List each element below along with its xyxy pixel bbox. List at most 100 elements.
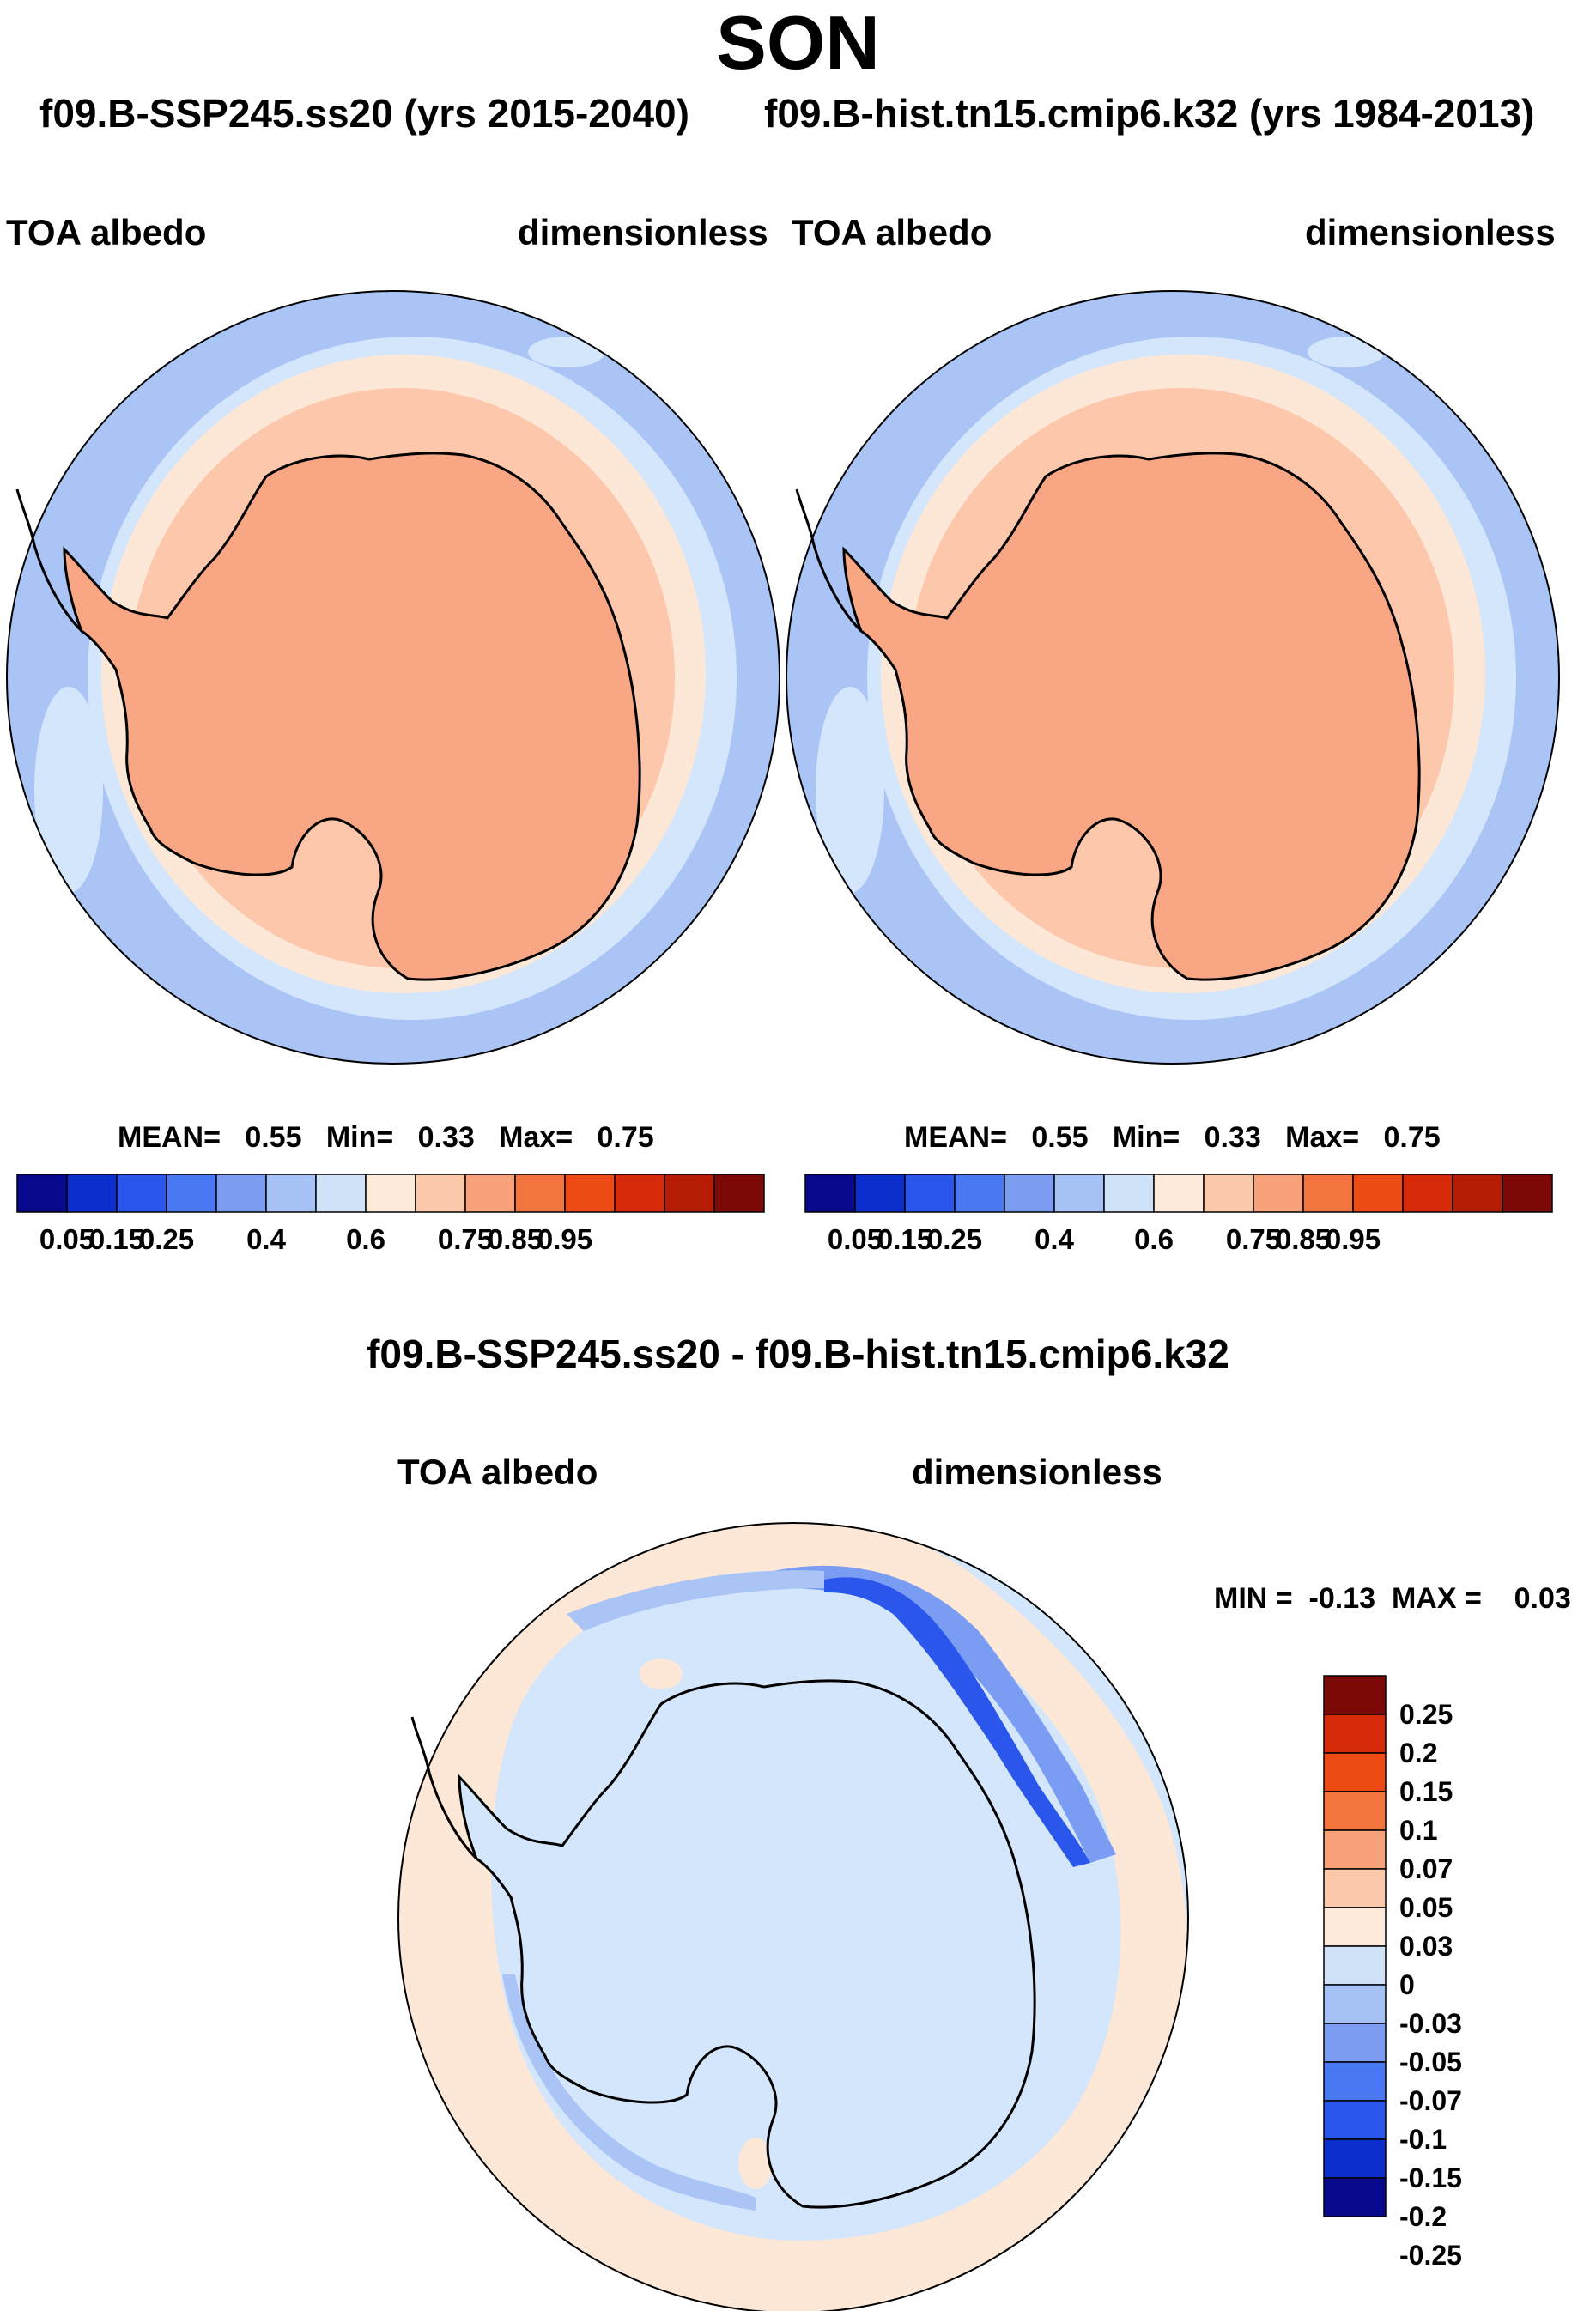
left-colorbar-cell bbox=[215, 1174, 267, 1213]
diff-negative-arc bbox=[567, 1570, 824, 1631]
left-colorbar-cell bbox=[16, 1174, 68, 1213]
left-map-border bbox=[6, 290, 780, 1065]
right-colorbar-cell bbox=[854, 1174, 906, 1213]
left-ocean-patch bbox=[34, 687, 103, 893]
diff-map-border bbox=[397, 1522, 1189, 2311]
diff-positive-patch bbox=[640, 1659, 683, 1689]
diff-colorbar-tick-label: -0.15 bbox=[1399, 2162, 1462, 2193]
left-colorbar-cell bbox=[265, 1174, 317, 1213]
left-colorbar-cell bbox=[514, 1174, 566, 1213]
diff-panel-variable: TOA albedo bbox=[397, 1452, 598, 1492]
right-colorbar-cell bbox=[1352, 1174, 1404, 1213]
right-ocean-patch bbox=[816, 687, 884, 893]
case-title-right: f09.B-hist.tn15.cmip6.k32 (yrs 1984-2013… bbox=[764, 91, 1535, 136]
left-polar-map bbox=[6, 290, 780, 1065]
right-colorbar-tick-label: 0.25 bbox=[926, 1223, 983, 1255]
left-colorbar-tick-label: 0.95 bbox=[537, 1223, 593, 1255]
diff-colorbar-tick-label: 0.1 bbox=[1399, 1815, 1438, 1846]
left-colorbar-cell bbox=[365, 1174, 416, 1213]
right-max-value: 0.75 bbox=[1383, 1121, 1441, 1154]
diff-colorbar-cell bbox=[1323, 1675, 1387, 1715]
diff-strong-negative-band bbox=[824, 1577, 1090, 1867]
diff-colorbar-cell bbox=[1323, 1829, 1387, 1870]
left-colorbar-tick-label: 0.05 bbox=[39, 1223, 95, 1255]
right-colorbar-cell bbox=[1053, 1174, 1105, 1213]
diff-colorbar-cell bbox=[1323, 1714, 1387, 1754]
right-min-label: Min= bbox=[1112, 1121, 1180, 1154]
left-colorbar bbox=[16, 1174, 765, 1213]
right-colorbar-tick-label: 0.15 bbox=[877, 1223, 933, 1255]
diff-colorbar-tick-label: 0.15 bbox=[1399, 1776, 1453, 1807]
right-colorbar-cell bbox=[1302, 1174, 1354, 1213]
right-colorbar-cell bbox=[1153, 1174, 1205, 1213]
right-stats: MEAN= 0.55 Min= 0.33 Max= 0.75 bbox=[904, 1119, 1441, 1156]
left-colorbar-cell bbox=[614, 1174, 665, 1213]
left-max-value: 0.75 bbox=[597, 1121, 654, 1154]
diff-colorbar-cell bbox=[1323, 1752, 1387, 1792]
left-colorbar-cell bbox=[713, 1174, 765, 1213]
diff-min-label: MIN = bbox=[1214, 1582, 1293, 1615]
figure-title: SON bbox=[716, 0, 880, 85]
left-mean-value: 0.55 bbox=[245, 1121, 302, 1154]
diff-stats: MIN = -0.13 MAX = 0.03 bbox=[1214, 1580, 1571, 1617]
diff-colorbar-cell bbox=[1323, 2023, 1387, 2063]
left-ocean-patch-2 bbox=[528, 337, 605, 367]
left-colorbar-cell bbox=[464, 1174, 516, 1213]
left-colorbar-cell bbox=[564, 1174, 616, 1213]
left-colorbar-tick-label: 0.6 bbox=[346, 1223, 385, 1255]
right-colorbar-tick-label: 0.4 bbox=[1035, 1223, 1074, 1255]
diff-colorbar-tick-label: 0.05 bbox=[1399, 1892, 1453, 1923]
right-colorbar-cell bbox=[1203, 1174, 1254, 1213]
right-min-value: 0.33 bbox=[1204, 1121, 1261, 1154]
left-panel-variable: TOA albedo bbox=[6, 212, 207, 252]
diff-colorbar-tick-label: -0.2 bbox=[1399, 2201, 1447, 2232]
diff-colorbar-tick-label: -0.07 bbox=[1399, 2085, 1462, 2116]
diff-colorbar-tick-label: -0.1 bbox=[1399, 2124, 1447, 2155]
right-polar-map bbox=[786, 290, 1560, 1065]
left-stats: MEAN= 0.55 Min= 0.33 Max= 0.75 bbox=[118, 1119, 654, 1156]
left-colorbar-cell bbox=[116, 1174, 167, 1213]
diff-colorbar-cell bbox=[1323, 1791, 1387, 1831]
left-colorbar-cell bbox=[66, 1174, 118, 1213]
left-colorbar-tick-label: 0.25 bbox=[138, 1223, 195, 1255]
right-ocean-patch-2 bbox=[1308, 337, 1385, 367]
diff-colorbar-tick-label: -0.25 bbox=[1399, 2240, 1462, 2271]
diff-colorbar-cell bbox=[1323, 2061, 1387, 2102]
left-colorbar-cell bbox=[664, 1174, 715, 1213]
left-mean-label: MEAN= bbox=[118, 1121, 221, 1154]
right-colorbar-cell bbox=[904, 1174, 956, 1213]
diff-colorbar-tick-label: 0.03 bbox=[1399, 1931, 1453, 1962]
right-colorbar-cell bbox=[954, 1174, 1005, 1213]
left-colorbar-cell bbox=[415, 1174, 466, 1213]
right-mean-value: 0.55 bbox=[1031, 1121, 1089, 1154]
diff-polar-map bbox=[397, 1522, 1189, 2311]
right-colorbar-cell bbox=[1004, 1174, 1055, 1213]
diff-positive-patch-2 bbox=[738, 2138, 773, 2189]
right-colorbar-cell bbox=[1253, 1174, 1304, 1213]
left-colorbar-cell bbox=[166, 1174, 217, 1213]
diff-colorbar-tick-label: 0.07 bbox=[1399, 1853, 1453, 1884]
left-colorbar-tick-label: 0.75 bbox=[437, 1223, 494, 1255]
right-max-label: Max= bbox=[1285, 1121, 1360, 1154]
diff-colorbar-cell bbox=[1323, 2177, 1387, 2217]
diff-colorbar-cell bbox=[1323, 1868, 1387, 1908]
diff-colorbar-cell bbox=[1323, 2100, 1387, 2140]
left-min-label: Min= bbox=[325, 1121, 394, 1154]
right-colorbar-cell bbox=[1103, 1174, 1155, 1213]
right-mean-label: MEAN= bbox=[904, 1121, 1007, 1154]
right-colorbar-cell bbox=[804, 1174, 856, 1213]
right-panel-units: dimensionless bbox=[1305, 212, 1556, 252]
right-colorbar-tick-label: 0.85 bbox=[1275, 1223, 1332, 1255]
diff-min-value: -0.13 bbox=[1308, 1582, 1376, 1615]
diff-max-label: MAX = bbox=[1391, 1582, 1482, 1615]
diff-panel-units: dimensionless bbox=[912, 1452, 1162, 1492]
diff-colorbar-tick-label: 0 bbox=[1399, 1969, 1415, 2000]
left-min-value: 0.33 bbox=[417, 1121, 475, 1154]
diff-colorbar-tick-label: -0.05 bbox=[1399, 2047, 1462, 2077]
diff-colorbar-tick-label: -0.03 bbox=[1399, 2008, 1462, 2039]
right-panel-variable: TOA albedo bbox=[792, 212, 992, 252]
diff-colorbar bbox=[1323, 1675, 1387, 2217]
case-title-left: f09.B-SSP245.ss20 (yrs 2015-2040) bbox=[39, 91, 689, 136]
diff-colorbar-cell bbox=[1323, 1907, 1387, 1947]
